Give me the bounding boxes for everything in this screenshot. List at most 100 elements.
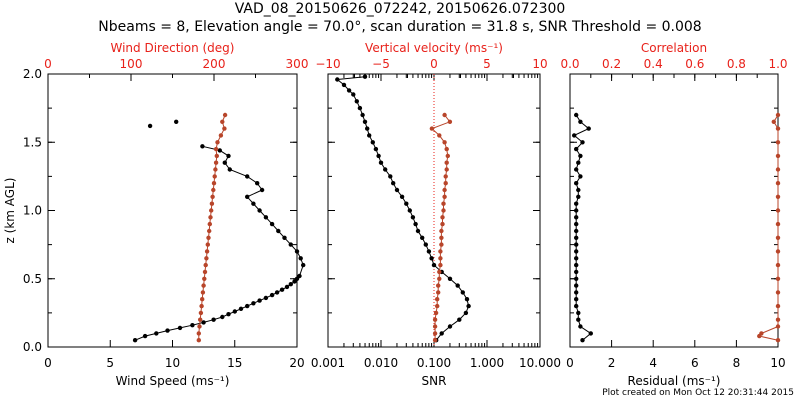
data-point-black — [201, 320, 206, 325]
x-tick-label: 10.000 — [519, 356, 561, 370]
x-axis-label: Wind Speed (ms⁻¹) — [116, 374, 230, 388]
data-point-black — [399, 194, 405, 199]
data-point-red — [222, 126, 227, 131]
x-tick-label: 5 — [106, 356, 114, 370]
x-tick-label: 15 — [227, 356, 242, 370]
data-point-black — [391, 181, 396, 186]
data-point-red — [213, 167, 218, 172]
data-point-red — [775, 153, 781, 159]
top-tick-label: 200 — [203, 57, 226, 71]
series-line-black — [134, 145, 304, 341]
y-axis-label: z (km AGL) — [3, 178, 17, 244]
data-point-black — [415, 228, 421, 234]
x-tick-label: 2 — [608, 356, 616, 370]
data-point-black — [298, 256, 303, 261]
data-point-red — [437, 276, 442, 281]
data-point-red — [438, 256, 443, 261]
data-point-black — [259, 187, 265, 193]
data-point-black — [255, 181, 260, 186]
data-point-red — [196, 338, 201, 343]
top-tick-label: −5 — [372, 57, 390, 71]
data-point-red — [218, 133, 224, 138]
data-point-red — [200, 297, 205, 302]
data-point-black — [404, 201, 409, 206]
data-point-red — [432, 331, 438, 336]
x-tick-label: 10 — [770, 356, 785, 370]
data-point-red — [775, 290, 781, 295]
data-point-red — [210, 194, 215, 199]
data-point-black — [217, 148, 222, 153]
data-point-black — [439, 331, 444, 336]
data-point-red — [444, 160, 449, 165]
data-point-black — [574, 208, 579, 213]
data-point-black — [132, 338, 138, 343]
data-point-black — [341, 82, 347, 88]
data-point-black — [226, 312, 231, 317]
series-line-black — [573, 114, 592, 341]
data-point-red — [433, 310, 439, 316]
data-point-black — [586, 126, 591, 131]
data-point-red — [442, 112, 447, 118]
data-point-red — [439, 235, 444, 240]
x-axis-label: Residual (ms⁻¹) — [628, 374, 721, 388]
data-point-black — [301, 262, 306, 268]
data-point-black — [431, 262, 437, 268]
data-point-black — [294, 249, 300, 254]
data-point-black — [407, 208, 412, 213]
top-tick-label: 0.8 — [727, 57, 746, 71]
data-point-black — [460, 290, 465, 295]
data-point-black — [588, 331, 593, 336]
data-point-red — [775, 276, 781, 281]
data-point-red — [439, 228, 444, 234]
data-point-red — [442, 140, 447, 145]
y-tick-label: 2.0 — [23, 67, 42, 81]
data-point-black — [147, 123, 153, 129]
data-point-red — [775, 167, 781, 172]
data-point-red — [196, 331, 201, 336]
x-tick-label: 0.010 — [364, 356, 398, 370]
data-point-black — [142, 333, 148, 339]
top-axis-label: Wind Direction (deg) — [111, 41, 235, 55]
data-point-red — [775, 303, 781, 309]
series-line-red — [430, 114, 451, 341]
data-point-black — [578, 119, 583, 125]
data-point-black — [274, 290, 280, 295]
data-point-red — [435, 303, 440, 309]
data-point-black — [220, 314, 225, 320]
data-point-black — [257, 208, 262, 213]
data-point-red — [199, 303, 204, 309]
data-point-red — [437, 269, 442, 275]
data-point-black — [574, 249, 579, 254]
data-point-red — [442, 187, 447, 193]
top-tick-label: 0 — [430, 57, 438, 71]
top-tick-label: 300 — [286, 57, 309, 71]
data-point-red — [775, 208, 781, 213]
data-point-red — [202, 276, 207, 281]
data-point-red — [775, 194, 781, 199]
data-point-black — [251, 301, 256, 306]
data-point-red — [211, 187, 216, 193]
data-point-black — [574, 221, 579, 227]
data-point-black — [574, 167, 579, 172]
x-tick-label: 4 — [649, 356, 657, 370]
top-tick-label: 10 — [532, 57, 547, 71]
data-point-black — [394, 187, 400, 193]
x-tick-label: 10 — [165, 356, 180, 370]
data-point-black — [226, 153, 231, 159]
plot-created-footer: Plot created on Mon Oct 12 20:31:44 2015 — [602, 388, 794, 398]
data-point-black — [410, 215, 416, 220]
data-point-black — [367, 133, 372, 138]
data-point-black — [154, 331, 159, 336]
data-point-black — [578, 174, 583, 179]
data-point-black — [578, 153, 583, 159]
data-point-black — [165, 328, 170, 333]
data-point-black — [276, 228, 281, 234]
data-point-red — [206, 235, 211, 240]
top-axis-label: Vertical velocity (ms⁻¹) — [365, 41, 503, 55]
data-point-black — [576, 187, 581, 193]
data-point-red — [212, 174, 217, 179]
data-point-red — [204, 249, 210, 254]
data-point-red — [440, 215, 445, 220]
y-tick-label: 0.0 — [23, 340, 42, 354]
data-point-black — [574, 235, 579, 240]
